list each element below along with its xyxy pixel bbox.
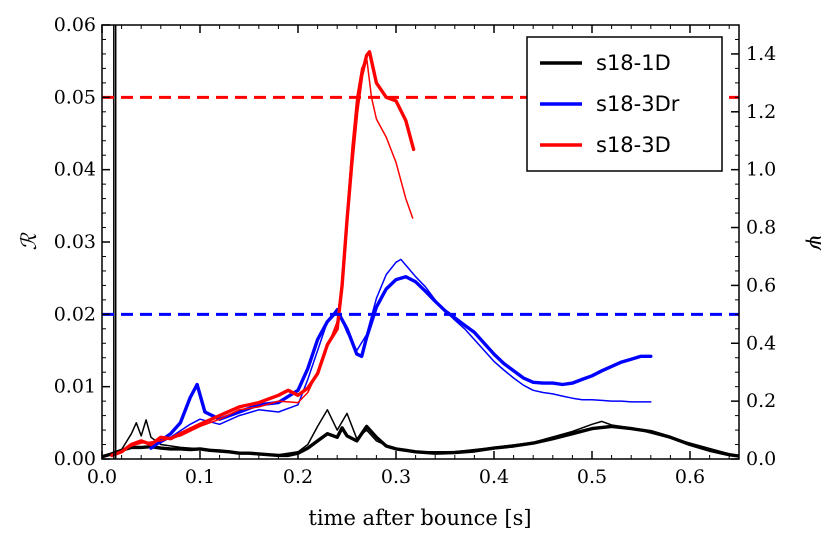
- y-tick-label: 0.06: [54, 14, 96, 36]
- legend-label-s18-3D: s18-3D: [596, 133, 671, 157]
- series-line-psi-spike: [113, 25, 117, 459]
- y-tick-label: 0.02: [54, 303, 96, 325]
- y2-tick-label: 0.6: [746, 274, 776, 296]
- x-tick-label: 0.5: [577, 466, 607, 488]
- series-lines: [102, 25, 739, 459]
- y2-axis-title: ψ: [805, 234, 829, 251]
- y2-tick-label: 1.0: [746, 159, 776, 181]
- series-line-s18-3D-thin: [111, 56, 414, 457]
- x-tick-label: 0.4: [479, 466, 509, 488]
- y2-tick-label: 0.8: [746, 217, 776, 239]
- y-tick-label: 0.04: [54, 159, 96, 181]
- y-axis-title: ℛ: [17, 232, 41, 250]
- series-line-s18-1D-thin: [102, 409, 730, 457]
- x-tick-label: 0.2: [283, 466, 313, 488]
- x-tick-label: 0.0: [87, 466, 117, 488]
- threshold-lines: [102, 95, 739, 316]
- series-line-s18-3Dr: [149, 275, 653, 450]
- x-axis-title: time after bounce [s]: [308, 506, 531, 530]
- y-tick-label: 0.05: [54, 86, 96, 108]
- y2-tick-label: 0.2: [746, 390, 776, 412]
- axis-ticks: 0.0 0.1 0.2 0.3 0.4 0.5 0.6 0.00 0.01 0.02 0.03 0.0…: [54, 14, 777, 488]
- series-line-s18-1D: [102, 424, 739, 459]
- y-tick-label: 0.03: [54, 231, 96, 253]
- y2-tick-label: 1.4: [746, 43, 776, 65]
- x-tick-label: 0.6: [675, 466, 705, 488]
- legend: s18-1D s18-3Dr s18-3D: [526, 36, 723, 172]
- series-line-s18-3D: [110, 50, 416, 458]
- y2-tick-label: 1.2: [746, 101, 776, 123]
- y2-tick-label: 0.0: [746, 448, 776, 470]
- series-line-s18-3Dr-thin: [150, 258, 652, 449]
- legend-label-s18-3Dr: s18-3Dr: [596, 92, 680, 116]
- x-tick-label: 0.3: [381, 466, 411, 488]
- x-tick-label: 0.1: [185, 466, 215, 488]
- y2-tick-label: 0.4: [746, 332, 776, 354]
- legend-label-s18-1D: s18-1D: [596, 51, 671, 75]
- y-tick-label: 0.00: [54, 448, 96, 470]
- y-tick-label: 0.01: [54, 376, 96, 398]
